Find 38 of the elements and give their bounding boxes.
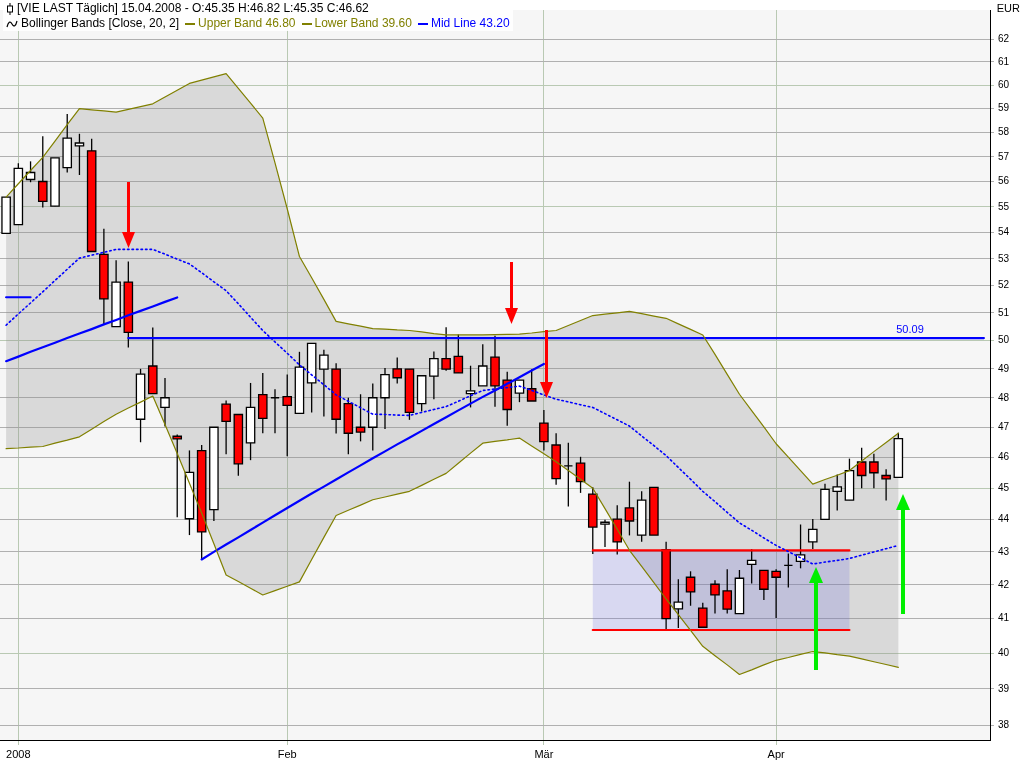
- candlestick: [380, 367, 390, 430]
- y-tick-label: 61: [998, 55, 1010, 67]
- x-tick-label: Feb: [277, 747, 297, 760]
- y-tick-label: 48: [998, 391, 1010, 403]
- legend-label: Upper Band 46.80: [198, 16, 296, 31]
- y-tick-label: 56: [998, 175, 1010, 187]
- y-tick-label: 49: [998, 362, 1010, 374]
- y-tick-label: 47: [998, 421, 1010, 433]
- y-tick-label: 41: [998, 612, 1010, 624]
- legend-label: Mid Line 43.20: [430, 16, 510, 31]
- x-tick-label: Mär: [534, 747, 554, 760]
- y-tick-label: 54: [998, 226, 1010, 238]
- candlestick: [160, 377, 170, 428]
- x-tick-label: Apr: [767, 747, 785, 760]
- y-tick-label: 40: [998, 647, 1010, 659]
- legend-label: Lower Band 39.60: [314, 16, 412, 31]
- y-tick-label: 60: [998, 78, 1010, 90]
- y-tick-label: 46: [998, 451, 1010, 463]
- y-tick-label: 62: [998, 32, 1010, 44]
- y-tick-label: 42: [998, 578, 1010, 590]
- y-tick-label: 58: [998, 126, 1010, 138]
- y-tick-label: 44: [998, 513, 1010, 525]
- y-tick-label: 59: [998, 102, 1010, 114]
- y-tick-label: 50: [998, 334, 1010, 346]
- x-tick-label: 2008: [6, 747, 31, 760]
- y-tick-label: 43: [998, 545, 1010, 557]
- y-tick-label: 57: [998, 150, 1010, 162]
- legend-title: Bollinger Bands [Close, 20, 2]: [21, 16, 180, 31]
- y-axis-title: EUR: [996, 2, 1020, 14]
- y-tick-label: 53: [998, 252, 1010, 264]
- y-tick-label: 38: [998, 718, 1010, 730]
- y-tick-label: 45: [998, 481, 1010, 493]
- chart-title: [VIE LAST Täglich] 15.04.2008 - O:45.35 H:46.82 L:45.35 C:46.62: [17, 1, 369, 16]
- y-tick-label: 51: [998, 306, 1010, 318]
- y-tick-label: 52: [998, 279, 1010, 291]
- annotation: 50.09: [896, 322, 924, 335]
- y-tick-label: 55: [998, 200, 1010, 212]
- y-tick-label: 39: [998, 682, 1010, 694]
